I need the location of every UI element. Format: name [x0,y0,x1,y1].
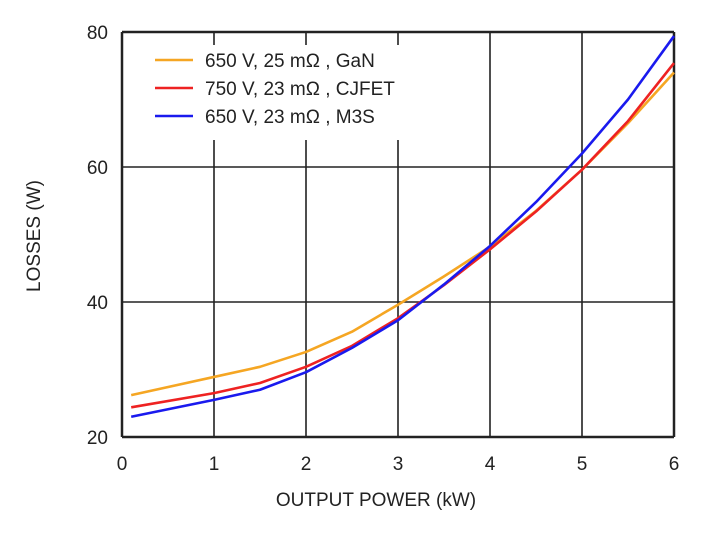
x-tick-label: 2 [301,454,312,475]
y-tick-label: 80 [87,23,108,44]
y-tick-labels: 20 40 60 80 [87,23,108,449]
legend-label-0: 650 V, 25 mΩ , GaN [205,51,375,72]
x-tick-label: 4 [485,454,496,475]
legend-label-1: 750 V, 23 mΩ , CJFET [205,79,395,100]
series-line-2 [130,35,676,419]
x-tick-label: 3 [393,454,404,475]
x-tick-labels: 0 1 2 3 4 5 6 [117,454,680,475]
series-lines [130,35,676,419]
legend-label-2: 650 V, 23 mΩ , M3S [205,107,375,128]
legend-background [145,45,445,140]
y-axis-label: LOSSES (W) [24,180,45,292]
y-tick-label: 20 [87,428,108,449]
y-tick-label: 60 [87,158,108,179]
x-axis-label: OUTPUT POWER (kW) [276,490,476,511]
x-tick-label: 5 [577,454,588,475]
y-tick-label: 40 [87,293,108,314]
x-tick-label: 6 [669,454,680,475]
x-tick-label: 1 [209,454,220,475]
x-tick-label: 0 [117,454,128,475]
legend: 650 V, 25 mΩ , GaN 750 V, 23 mΩ , CJFET 65… [155,51,395,128]
